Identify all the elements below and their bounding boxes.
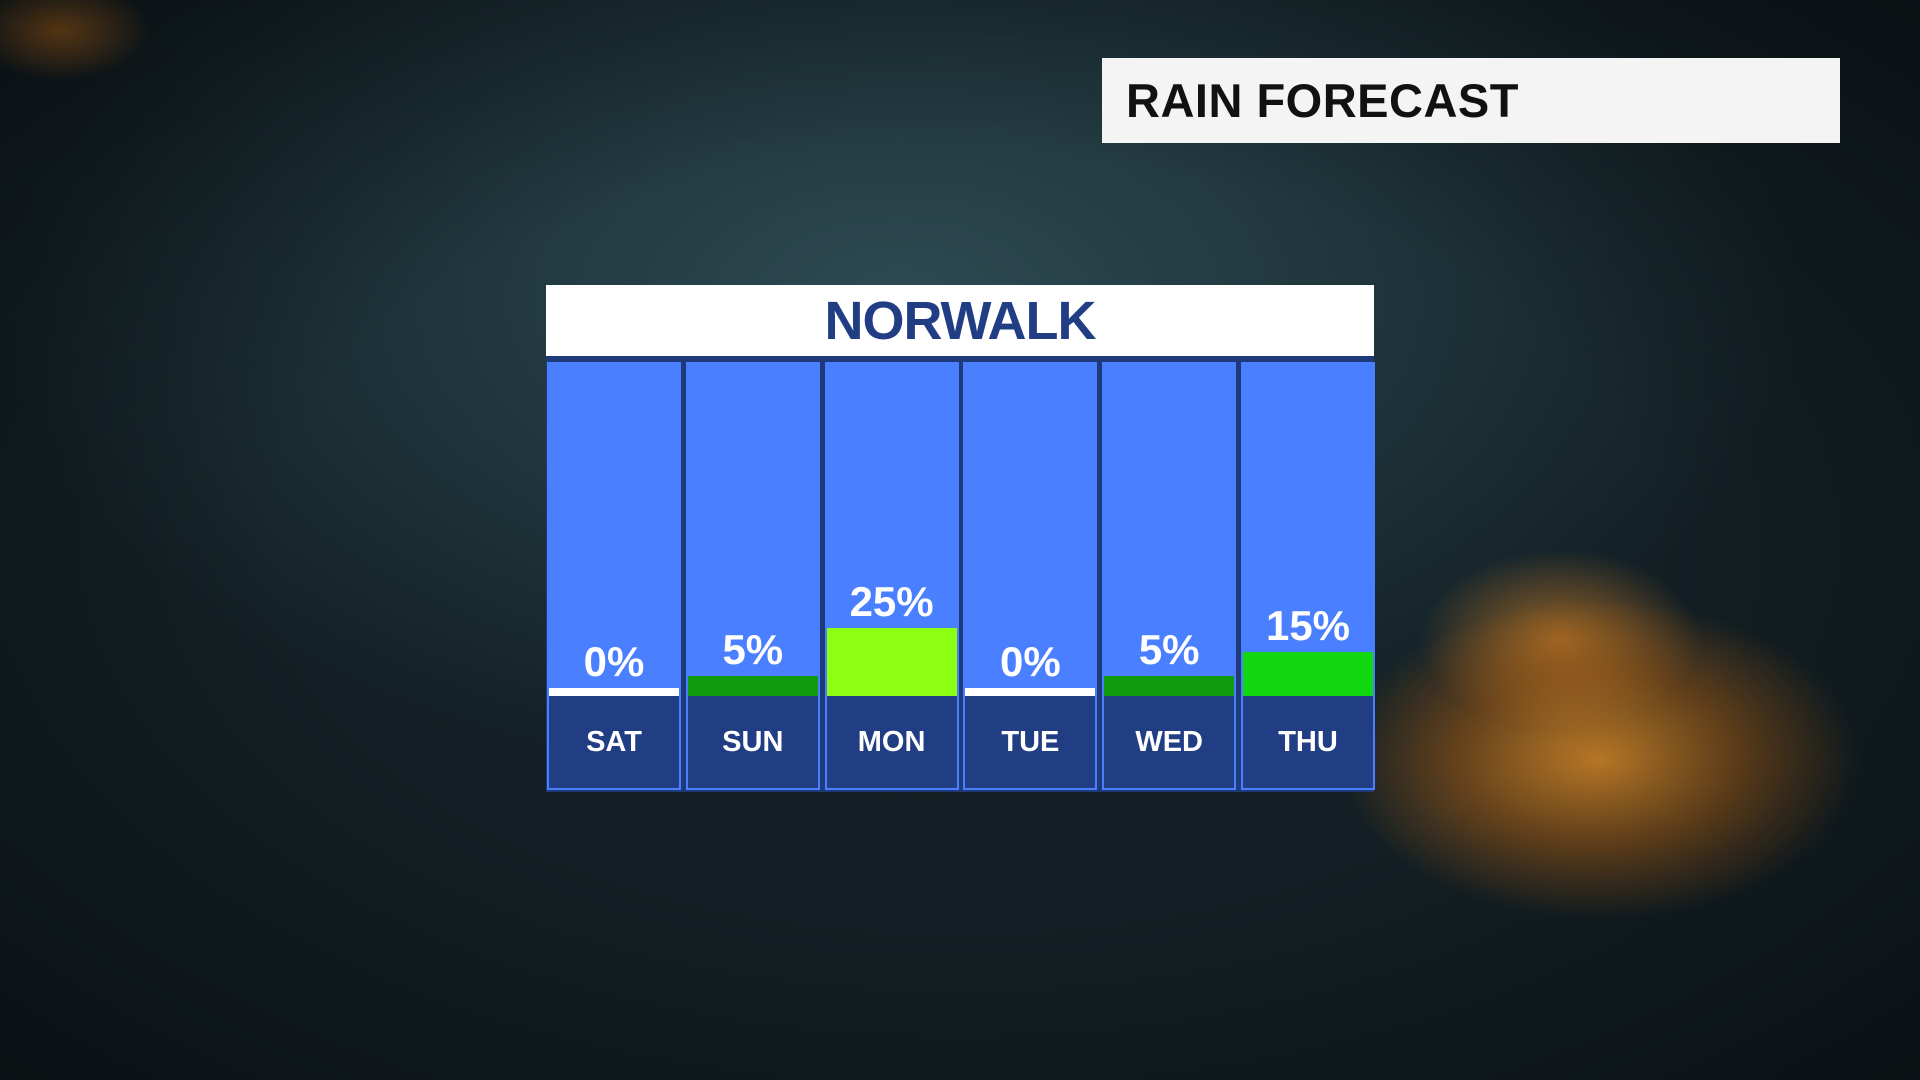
column-thu: 15% THU <box>1241 362 1375 790</box>
column-wed: 5% WED <box>1102 362 1237 790</box>
bar-wed <box>1104 676 1235 696</box>
day-label: SUN <box>687 696 818 788</box>
day-label: WED <box>1104 696 1235 788</box>
day-label: TUE <box>965 696 1096 788</box>
bar-sun <box>687 676 818 696</box>
bar-sat <box>549 688 679 696</box>
column-mon: 25% MON <box>824 362 959 790</box>
bar-tue <box>965 688 1096 696</box>
data-label: 15% <box>1265 602 1351 649</box>
bar-columns: 0% SAT 5% SUN 25% MON 0% TUE 5% WED 15% THU <box>546 362 1375 792</box>
data-label: 0% <box>583 638 645 685</box>
data-label: 5% <box>1138 626 1200 673</box>
bar-mon <box>826 628 957 696</box>
rain-forecast-banner: RAIN FORECAST <box>1102 58 1840 143</box>
data-label: 5% <box>722 626 784 673</box>
city-name: NORWALK <box>824 290 1097 351</box>
data-label: 25% <box>849 578 934 625</box>
city-header: NORWALK <box>546 285 1374 356</box>
banner-title: RAIN FORECAST <box>1126 74 1519 127</box>
day-label: SAT <box>549 696 679 788</box>
forecast-chart: NORWALK 0% SAT 5% SUN 25% MON 0% TUE 5% WED 15% THU <box>546 285 1375 792</box>
column-tue: 0% TUE <box>963 362 1098 790</box>
column-sat: 0% SAT <box>547 362 681 790</box>
day-label: THU <box>1243 696 1373 788</box>
data-label: 0% <box>1000 638 1061 685</box>
day-label: MON <box>826 696 957 788</box>
bar-thu <box>1243 652 1373 696</box>
column-sun: 5% SUN <box>685 362 820 790</box>
